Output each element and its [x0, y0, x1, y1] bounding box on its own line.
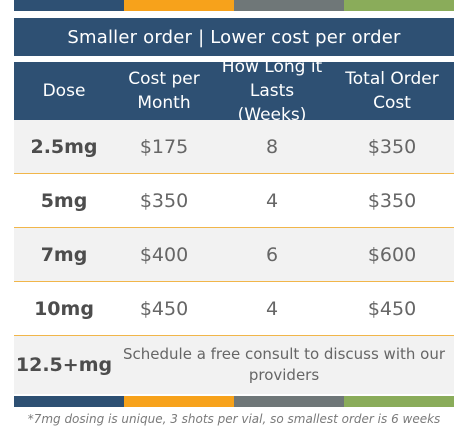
dose-cell: 10mg: [34, 297, 94, 320]
consult-note: Schedule a free consult to discuss with …: [123, 345, 445, 384]
total-cost-cell: $350: [367, 135, 417, 158]
header-weeks: How Long it Lasts (Weeks): [221, 57, 323, 125]
header-cost-per-month: Cost per Month: [128, 69, 200, 113]
dose-cell: 2.5mg: [30, 135, 98, 158]
footnote: *7mg dosing is unique, 3 shots per vial,…: [27, 412, 441, 426]
table-header: Dose Cost per Month How Long it Lasts (W…: [14, 57, 454, 125]
weeks-cell: 4: [265, 297, 279, 320]
table-row-consult: 12.5+mg Schedule a free consult to discu…: [14, 336, 454, 394]
total-cost-cell: $350: [367, 189, 417, 212]
weeks-cell: 6: [265, 243, 279, 266]
header-dose: Dose: [42, 81, 86, 101]
cost-per-month-cell: $450: [139, 297, 189, 320]
weeks-cell: 8: [265, 135, 279, 158]
stripe-segment-gray: [234, 0, 344, 11]
dose-cell: 7mg: [40, 243, 88, 266]
total-cost-cell: $600: [367, 243, 417, 266]
stripe-segment-green: [344, 396, 454, 407]
dose-cell: 12.5+mg: [15, 354, 113, 376]
cost-per-month-cell: $175: [139, 135, 189, 158]
cost-per-month-cell: $400: [139, 243, 189, 266]
cost-per-month-cell: $350: [139, 189, 189, 212]
table-row: 7mg $400 6 $600: [14, 228, 454, 282]
total-cost-cell: $450: [367, 297, 417, 320]
pricing-table-body: 2.5mg $175 8 $350 5mg $350 4 $350 7mg $4…: [14, 120, 454, 394]
banner-title: Smaller order | Lower cost per order: [14, 18, 454, 56]
bottom-color-stripe: [14, 396, 454, 407]
stripe-segment-navy: [14, 396, 124, 407]
weeks-cell: 4: [265, 189, 279, 212]
dose-cell: 5mg: [40, 189, 88, 212]
table-row: 5mg $350 4 $350: [14, 174, 454, 228]
stripe-segment-gray: [234, 396, 344, 407]
table-row: 10mg $450 4 $450: [14, 282, 454, 336]
stripe-segment-navy: [14, 0, 124, 11]
top-color-stripe: [14, 0, 454, 11]
stripe-segment-orange: [124, 396, 234, 407]
table-row: 2.5mg $175 8 $350: [14, 120, 454, 174]
header-total-cost: Total Order Cost: [345, 69, 439, 113]
stripe-segment-orange: [124, 0, 234, 11]
stripe-segment-green: [344, 0, 454, 11]
